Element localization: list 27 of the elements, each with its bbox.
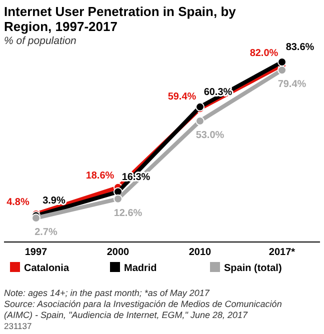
data-label: 3.9% xyxy=(42,196,66,207)
data-label: 82.0% xyxy=(250,48,278,60)
data-label: 2.7% xyxy=(34,227,58,238)
text: 231137 xyxy=(4,321,32,331)
chart-title: Internet User Penetration in Spain, by Region, 1997-2017 xyxy=(4,4,237,34)
point xyxy=(196,116,204,126)
data-label: 12.6% xyxy=(114,208,142,219)
legend-label: Madrid xyxy=(124,263,157,274)
data-label: 18.6% xyxy=(86,170,114,182)
chart-subtitle: % of population xyxy=(4,35,77,47)
x-tick-label: 2010 xyxy=(188,247,212,258)
data-label: 59.4% xyxy=(168,92,196,103)
point xyxy=(278,66,286,75)
legend-label: Catalonia xyxy=(24,263,70,274)
legend-label: Spain (total) xyxy=(224,263,282,274)
data-label: 4.8% xyxy=(6,196,30,208)
x-tick-label: 2017* xyxy=(268,247,296,258)
data-label: 53.0% xyxy=(196,130,224,142)
data-label: 79.4% xyxy=(278,79,306,90)
text: Note: ages 14+; in the past month; *as of May 2017 xyxy=(4,288,210,298)
x-tick-label: 2000 xyxy=(106,247,130,258)
point xyxy=(32,214,40,222)
point xyxy=(114,194,122,204)
data-label: 83.6% xyxy=(286,42,314,53)
source-note: Source: Asociación para la Investigación de Medios de Comunicación (AIMC) - Spain, "Audiencia de Internet, EGM," June 28, 2017 xyxy=(4,299,282,320)
x-tick-label: 1997 xyxy=(24,247,48,258)
point xyxy=(278,58,286,66)
